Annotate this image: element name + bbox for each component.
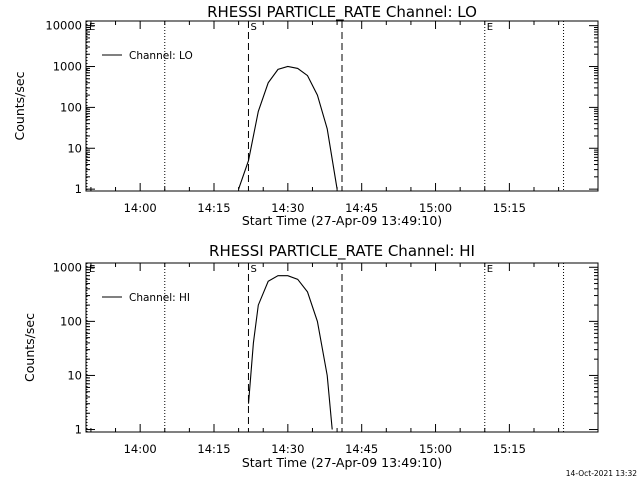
marker-label: S: [250, 264, 256, 275]
y-tick-label: 100: [60, 100, 82, 114]
x-tick-label: 14:30: [271, 442, 304, 456]
x-axis-label: Start Time (27-Apr-09 13:49:10): [242, 213, 442, 228]
y-tick-label: 1000: [53, 260, 82, 274]
x-tick-label: 15:15: [493, 201, 526, 215]
y-tick-label: 1: [75, 423, 82, 437]
x-tick-label: 14:00: [124, 442, 157, 456]
marker-label: E: [487, 22, 493, 33]
y-tick-label: 1: [75, 182, 82, 196]
y-tick-label: 1000: [53, 60, 82, 74]
series-line: [238, 65, 338, 190]
y-tick-label: 10: [67, 141, 82, 155]
x-tick-label: 14:15: [197, 442, 230, 456]
chart-panel-hi: RHESSI PARTICLE_RATE Channel: HI Counts/s…: [22, 242, 599, 470]
y-tick-label: 100: [60, 314, 82, 328]
marker-label: S: [250, 22, 256, 33]
y-tick-label: 10000: [45, 19, 82, 33]
series-line: [247, 275, 333, 430]
x-tick-label: 15:00: [419, 442, 452, 456]
x-tick-label: 14:15: [197, 201, 230, 215]
chart-title: RHESSI PARTICLE_RATE Channel: LO: [207, 3, 477, 22]
x-tick-label: 14:45: [345, 201, 378, 215]
chart-panel-lo: RHESSI PARTICLE_RATE Channel: LO Counts/s…: [12, 3, 599, 228]
marker-label: E: [89, 264, 95, 275]
x-tick-label: 15:00: [419, 201, 452, 215]
x-tick-label: 14:45: [345, 442, 378, 456]
y-tick-label: 10: [67, 368, 82, 382]
x-axis-label: Start Time (27-Apr-09 13:49:10): [242, 455, 442, 470]
marker-label: E: [487, 264, 493, 275]
footer-timestamp: 14-Oct-2021 13:32: [566, 469, 637, 478]
x-tick-label: 15:15: [493, 442, 526, 456]
legend-entry: Channel: HI: [129, 292, 190, 304]
chart-title: RHESSI PARTICLE_RATE Channel: HI: [209, 242, 475, 261]
legend-entry: Channel: LO: [129, 50, 193, 62]
x-tick-label: 14:00: [124, 201, 157, 215]
y-axis-label: Counts/sec: [22, 313, 37, 382]
x-tick-label: 14:30: [271, 201, 304, 215]
marker-label: E: [89, 22, 95, 33]
y-axis-label: Counts/sec: [12, 71, 27, 140]
